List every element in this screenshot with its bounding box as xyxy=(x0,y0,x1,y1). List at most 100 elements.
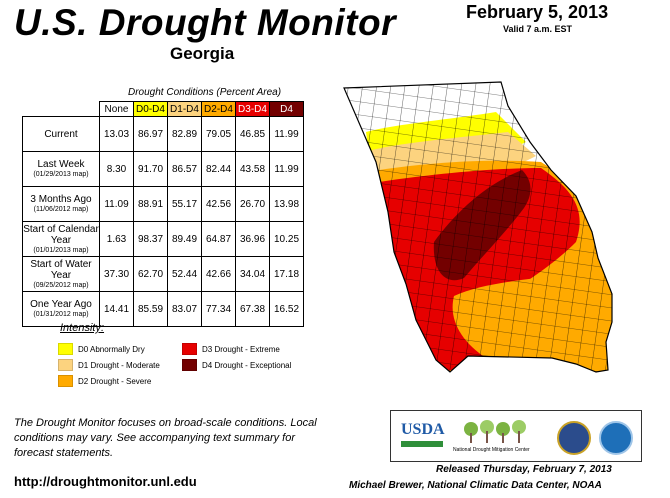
table-row: One Year Ago (01/31/2012 map) 14.41 85.59… xyxy=(22,291,304,327)
noaa-seal-icon xyxy=(599,421,633,455)
legend-label: D2 Drought - Severe xyxy=(78,376,152,386)
table-cell: 82.89 xyxy=(167,116,202,152)
legend-item-d3: D3 Drought - Extreme xyxy=(182,343,280,355)
table-cell: 83.07 xyxy=(167,291,202,327)
table-cell: 13.03 xyxy=(99,116,134,152)
row-label-main: Current xyxy=(44,128,78,140)
legend-item-d2: D2 Drought - Severe xyxy=(58,375,151,387)
table-cell: 17.18 xyxy=(269,256,304,292)
usda-logo-bar xyxy=(401,441,443,447)
state-outline xyxy=(343,81,613,373)
legend-item-d1: D1 Drought - Moderate xyxy=(58,359,160,371)
drought-notes: The Drought Monitor focuses on broad-sca… xyxy=(14,417,317,459)
row-label-main: One Year Ago xyxy=(30,299,92,310)
table-row: Start of Calendar Year (01/01/2013 map) 1… xyxy=(22,221,304,257)
row-label: Start of Water Year (09/25/2012 map) xyxy=(22,256,100,292)
georgia-drought-map xyxy=(343,81,613,373)
row-label-main: Start of Calendar Year xyxy=(23,223,99,246)
table-cell: 8.30 xyxy=(99,151,134,187)
legend-label: D1 Drought - Moderate xyxy=(78,360,160,370)
table-cell: 26.70 xyxy=(235,186,270,222)
row-label-main: 3 Months Ago xyxy=(30,194,92,205)
col-d3-d4: D3-D4 xyxy=(235,101,270,117)
col-d4: D4 xyxy=(269,101,304,117)
table-caption: Drought Conditions (Percent Area) xyxy=(128,87,282,98)
table-cell: 42.66 xyxy=(201,256,236,292)
table-cell: 11.99 xyxy=(269,116,304,152)
table-cell: 98.37 xyxy=(133,221,168,257)
table-row: Last Week (01/29/2013 map) 8.30 91.70 86.… xyxy=(22,151,304,187)
table-cell: 52.44 xyxy=(167,256,202,292)
row-label: 3 Months Ago (11/06/2012 map) xyxy=(22,186,100,222)
legend-label: D4 Drought - Exceptional xyxy=(202,360,292,370)
legend-item-d4: D4 Drought - Exceptional xyxy=(182,359,291,371)
legend-swatch-d4 xyxy=(182,359,197,371)
table-cell: 46.85 xyxy=(235,116,270,152)
col-d0-d4: D0-D4 xyxy=(133,101,168,117)
legend-title: Intensity: xyxy=(60,322,105,334)
legend-label: D3 Drought - Extreme xyxy=(202,344,280,354)
table-cell: 11.99 xyxy=(269,151,304,187)
table-cell: 16.52 xyxy=(269,291,304,327)
map-date: February 5, 2013 xyxy=(466,2,609,22)
state-name: Georgia xyxy=(170,44,235,63)
table-row: 3 Months Ago (11/06/2012 map) 11.09 88.91… xyxy=(22,186,304,222)
table-cell: 13.98 xyxy=(269,186,304,222)
table-cell: 88.91 xyxy=(133,186,168,222)
col-none: None xyxy=(99,101,134,117)
row-label-main: Last Week xyxy=(37,159,85,170)
col-d2-d4: D2-D4 xyxy=(201,101,236,117)
table-cell: 86.97 xyxy=(133,116,168,152)
table-header-row: None D0-D4 D1-D4 D2-D4 D3-D4 D4 xyxy=(23,101,304,117)
row-label: Start of Calendar Year (01/01/2013 map) xyxy=(22,221,100,257)
row-label: One Year Ago (01/31/2012 map) xyxy=(22,291,100,327)
legend-label: D0 Abnormally Dry xyxy=(78,344,145,354)
row-label: Current xyxy=(22,116,100,152)
legend-swatch-d0 xyxy=(58,343,73,355)
table-cell: 85.59 xyxy=(133,291,168,327)
col-d1-d4: D1-D4 xyxy=(167,101,202,117)
table-row: Start of Water Year (09/25/2012 map) 37.3… xyxy=(22,256,304,292)
table-cell: 10.25 xyxy=(269,221,304,257)
release-date: Released Thursday, February 7, 2013 xyxy=(436,464,612,475)
row-label-sub: (11/06/2012 map) xyxy=(33,206,89,213)
table-cell: 79.05 xyxy=(201,116,236,152)
legend-item-d0: D0 Abnormally Dry xyxy=(58,343,145,355)
table-cell: 62.70 xyxy=(133,256,168,292)
table-cell: 91.70 xyxy=(133,151,168,187)
table-cell: 36.96 xyxy=(235,221,270,257)
logo-panel: USDA National Drought Mitigation Center xyxy=(390,410,642,462)
valid-time: Valid 7 a.m. EST xyxy=(503,24,573,34)
author-credit: Michael Brewer, National Climatic Data C… xyxy=(349,480,602,491)
ndmc-trees-icon xyxy=(457,419,537,443)
row-label: Last Week (01/29/2013 map) xyxy=(22,151,100,187)
row-label-sub: (01/31/2012 map) xyxy=(33,311,89,318)
commerce-seal-icon xyxy=(557,421,591,455)
usda-logo: USDA xyxy=(401,421,445,438)
drought-table: None D0-D4 D1-D4 D2-D4 D3-D4 D4 Current … xyxy=(22,101,304,327)
ndmc-logo-text: National Drought Mitigation Center xyxy=(453,447,530,453)
table-cell: 67.38 xyxy=(235,291,270,327)
legend-swatch-d3 xyxy=(182,343,197,355)
table-cell: 34.04 xyxy=(235,256,270,292)
table-corner xyxy=(23,102,100,117)
row-label-sub: (09/25/2012 map) xyxy=(33,281,89,289)
map-title: U.S. Drought Monitor xyxy=(14,2,396,43)
table-cell: 43.58 xyxy=(235,151,270,187)
table-cell: 86.57 xyxy=(167,151,202,187)
table-cell: 82.44 xyxy=(201,151,236,187)
row-label-sub: (01/29/2013 map) xyxy=(33,171,89,178)
table-cell: 1.63 xyxy=(99,221,134,257)
table-cell: 37.30 xyxy=(99,256,134,292)
table-cell: 77.34 xyxy=(201,291,236,327)
table-cell: 14.41 xyxy=(99,291,134,327)
row-label-sub: (01/01/2013 map) xyxy=(33,246,89,254)
table-row: Current 13.03 86.97 82.89 79.05 46.85 11… xyxy=(22,116,304,152)
monitor-url[interactable]: http://droughtmonitor.unl.edu xyxy=(14,474,197,489)
table-cell: 55.17 xyxy=(167,186,202,222)
table-cell: 89.49 xyxy=(167,221,202,257)
row-label-main: Start of Water Year xyxy=(30,258,92,281)
legend-swatch-d2 xyxy=(58,375,73,387)
table-cell: 11.09 xyxy=(99,186,134,222)
table-cell: 42.56 xyxy=(201,186,236,222)
